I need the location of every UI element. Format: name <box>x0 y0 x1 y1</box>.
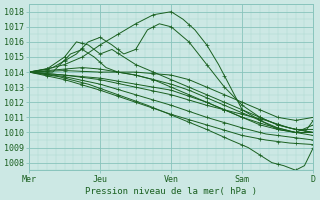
X-axis label: Pression niveau de la mer( hPa ): Pression niveau de la mer( hPa ) <box>85 187 257 196</box>
